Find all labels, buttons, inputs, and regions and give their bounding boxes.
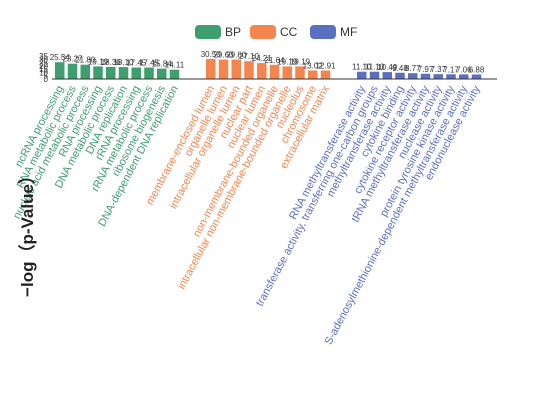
bar-bp-7[interactable] [131, 67, 142, 79]
bar-value-label: 29.60 [226, 51, 247, 60]
bar-cc-1[interactable] [206, 58, 216, 79]
bar-value-label: 10.49 [377, 63, 398, 72]
legend-swatch-bp[interactable] [195, 25, 221, 39]
bar-bp-2[interactable] [67, 63, 78, 79]
bar-mf-2[interactable] [369, 71, 380, 79]
legend-label-mf[interactable]: MF [340, 25, 357, 39]
bar-value-label: 19.19 [290, 57, 311, 66]
bar-value-label: 13.02 [303, 61, 324, 70]
bar-value-label: 25.54 [50, 53, 71, 62]
bar-value-label: 24.21 [252, 54, 273, 63]
bar-mf-4[interactable] [395, 72, 405, 79]
bar-bp-6[interactable] [118, 67, 129, 79]
bar-cc-6[interactable] [269, 64, 280, 79]
bars [55, 58, 482, 79]
y-tick-label: 10 [39, 68, 48, 77]
bar-value-label: 29.60 [213, 51, 234, 60]
y-tick-label: 35 [39, 52, 48, 61]
bar-value-label: 8.77 [405, 64, 421, 73]
bar-value-label: 17.45 [139, 59, 160, 68]
bar-bp-9[interactable] [157, 68, 167, 79]
bar-value-label: 19.19 [88, 57, 109, 66]
bar-mf-6[interactable] [420, 73, 431, 79]
bar-value-label: 15.84 [152, 60, 173, 69]
bar-cc-7[interactable] [282, 66, 293, 79]
y-tick-label: 25 [39, 59, 48, 68]
bar-bp-1[interactable] [55, 62, 65, 79]
bar-mf-1[interactable] [357, 71, 367, 79]
bar-mf-7[interactable] [433, 74, 444, 79]
bar-value-label: 7.06 [456, 65, 472, 74]
legend-swatch-mf[interactable] [310, 25, 336, 39]
y-tick-label: 20 [39, 62, 48, 71]
legend-swatch-cc[interactable] [250, 25, 276, 39]
bar-value-label: 11.10 [352, 63, 372, 72]
bar-value-label: 17.45 [126, 59, 147, 68]
bar-mf-8[interactable] [446, 74, 456, 79]
legend-label-bp[interactable]: BP [225, 25, 241, 39]
bar-cc-8[interactable] [295, 66, 305, 79]
bar-cc-9[interactable] [308, 70, 318, 79]
bar-value-label: 27.10 [239, 52, 260, 61]
bar-value-label: 18.10 [113, 58, 134, 67]
bar-cc-3[interactable] [231, 59, 242, 79]
bar-value-label: 14.11 [165, 61, 185, 70]
bar-cc-2[interactable] [218, 59, 229, 79]
bar-value-label: 7.17 [443, 65, 459, 74]
legend[interactable]: BP CC MF [195, 25, 357, 39]
value-labels: 25.5423.2721.8019.1918.3618.1017.4517.45… [50, 50, 485, 75]
bar-value-label: 19.19 [277, 57, 298, 66]
bar-cc-5[interactable] [257, 63, 267, 79]
bar-cc-10[interactable] [320, 70, 331, 79]
bar-bp-4[interactable] [93, 66, 103, 79]
bar-value-label: 6.88 [469, 65, 485, 74]
bar-bp-5[interactable] [106, 66, 116, 79]
bar-value-label: 18.36 [101, 58, 122, 67]
bar-bp-8[interactable] [144, 67, 154, 79]
bar-mf-9[interactable] [459, 74, 469, 79]
bar-value-label: 12.91 [315, 62, 336, 71]
bar-bp-3[interactable] [80, 64, 91, 79]
bar-value-label: 7.37 [430, 65, 446, 74]
bar-value-label: 30.50 [201, 50, 222, 59]
bar-mf-10[interactable] [471, 74, 482, 79]
y-tick-label: 0 [44, 75, 49, 84]
y-tick-label: 5 [44, 72, 49, 81]
legend-label-cc[interactable]: CC [280, 25, 298, 39]
bar-value-label: 21.80 [75, 56, 96, 65]
bar-mf-5[interactable] [408, 73, 418, 79]
bar-value-label: 21.64 [264, 56, 285, 65]
y-tick-label: 15 [39, 65, 48, 74]
bar-value-label: 9.48 [392, 64, 408, 73]
bar-value-label: 11.10 [365, 63, 385, 72]
bar-cc-4[interactable] [244, 61, 254, 79]
y-axis-label: −log（p-Value） [17, 167, 37, 297]
bar-mf-3[interactable] [382, 72, 393, 79]
bar-value-label: 7.97 [418, 65, 434, 74]
bar-value-label: 23.27 [62, 55, 83, 64]
bar-bp-10[interactable] [169, 69, 180, 79]
y-tick-label: 30 [39, 55, 48, 64]
